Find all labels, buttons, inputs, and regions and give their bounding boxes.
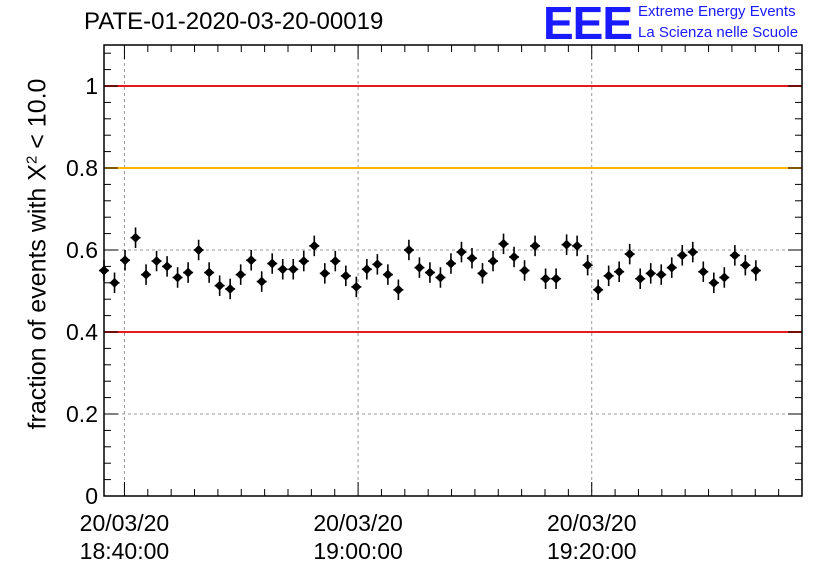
y-tick-label: 0.4 bbox=[66, 319, 98, 345]
data-point bbox=[298, 256, 309, 267]
data-point bbox=[288, 264, 299, 275]
data-point bbox=[446, 258, 456, 269]
data-point bbox=[477, 268, 488, 279]
data-point bbox=[172, 272, 183, 283]
y-tick-label: 0 bbox=[85, 483, 98, 509]
data-point bbox=[708, 277, 719, 288]
data-point bbox=[340, 270, 351, 281]
y-tick-label: 0.6 bbox=[66, 237, 98, 263]
data-point bbox=[467, 253, 477, 264]
data-point bbox=[151, 256, 162, 267]
data-point bbox=[551, 273, 562, 284]
data-point bbox=[372, 259, 383, 270]
data-point bbox=[498, 238, 509, 249]
plot-title: PATE-01-2020-03-20-00019 bbox=[84, 8, 384, 35]
data-point bbox=[677, 250, 688, 261]
data-point bbox=[414, 262, 425, 273]
data-point bbox=[635, 273, 646, 284]
data-point bbox=[120, 255, 130, 266]
data-point bbox=[582, 260, 593, 271]
data-point bbox=[109, 277, 120, 288]
data-point bbox=[519, 265, 530, 276]
data-point bbox=[572, 240, 583, 251]
data-point bbox=[593, 284, 604, 295]
data-point bbox=[424, 267, 435, 278]
x-tick-label: 20/03/20 bbox=[313, 510, 403, 536]
data-point bbox=[624, 249, 635, 260]
data-point bbox=[729, 250, 740, 261]
data-point bbox=[656, 269, 667, 280]
data-point bbox=[361, 264, 372, 275]
data-point bbox=[319, 268, 330, 279]
data-point bbox=[382, 269, 393, 280]
data-point bbox=[393, 284, 404, 295]
data-point bbox=[750, 265, 761, 276]
data-point bbox=[193, 245, 204, 255]
data-point bbox=[540, 273, 551, 284]
y-tick-label: 1 bbox=[85, 73, 98, 99]
data-point bbox=[214, 280, 225, 291]
data-point bbox=[309, 240, 320, 251]
data-point bbox=[666, 262, 677, 273]
data-point bbox=[225, 284, 236, 294]
data-point bbox=[698, 266, 709, 277]
data-point bbox=[246, 255, 257, 266]
data-point bbox=[403, 245, 414, 255]
data-point bbox=[740, 260, 751, 271]
data-point bbox=[603, 270, 614, 281]
data-point bbox=[488, 256, 498, 267]
data-point bbox=[351, 281, 362, 292]
data-point bbox=[435, 272, 446, 283]
x-tick-label: 20/03/20 bbox=[547, 510, 637, 536]
x-tick-label: 19:00:00 bbox=[313, 538, 403, 564]
data-point bbox=[267, 258, 278, 269]
data-point bbox=[645, 268, 656, 279]
data-point bbox=[561, 239, 572, 250]
eee-logo: EEE bbox=[543, 0, 633, 49]
data-point bbox=[719, 272, 730, 283]
data-point bbox=[235, 269, 246, 280]
x-tick-label: 20/03/20 bbox=[80, 510, 170, 536]
org-name-line1: Extreme Energy Events bbox=[638, 3, 796, 20]
x-tick-label: 18:40:00 bbox=[80, 538, 170, 564]
data-point bbox=[130, 232, 141, 243]
x-tick-label: 19:20:00 bbox=[547, 538, 637, 564]
y-tick-label: 0.8 bbox=[66, 155, 98, 181]
data-point bbox=[687, 247, 698, 257]
data-point bbox=[256, 276, 267, 287]
data-point bbox=[204, 267, 215, 278]
y-tick-label: 0.2 bbox=[66, 401, 98, 427]
data-point bbox=[614, 266, 625, 277]
data-point bbox=[141, 269, 152, 280]
plot-frame bbox=[103, 44, 803, 497]
org-name-line2: La Scienza nelle Scuole bbox=[638, 24, 799, 41]
data-point bbox=[183, 267, 194, 278]
data-point bbox=[509, 252, 519, 262]
data-point bbox=[530, 240, 541, 251]
data-point bbox=[330, 256, 341, 267]
data-point bbox=[277, 264, 288, 275]
data-point bbox=[162, 261, 173, 272]
data-point bbox=[456, 247, 467, 257]
